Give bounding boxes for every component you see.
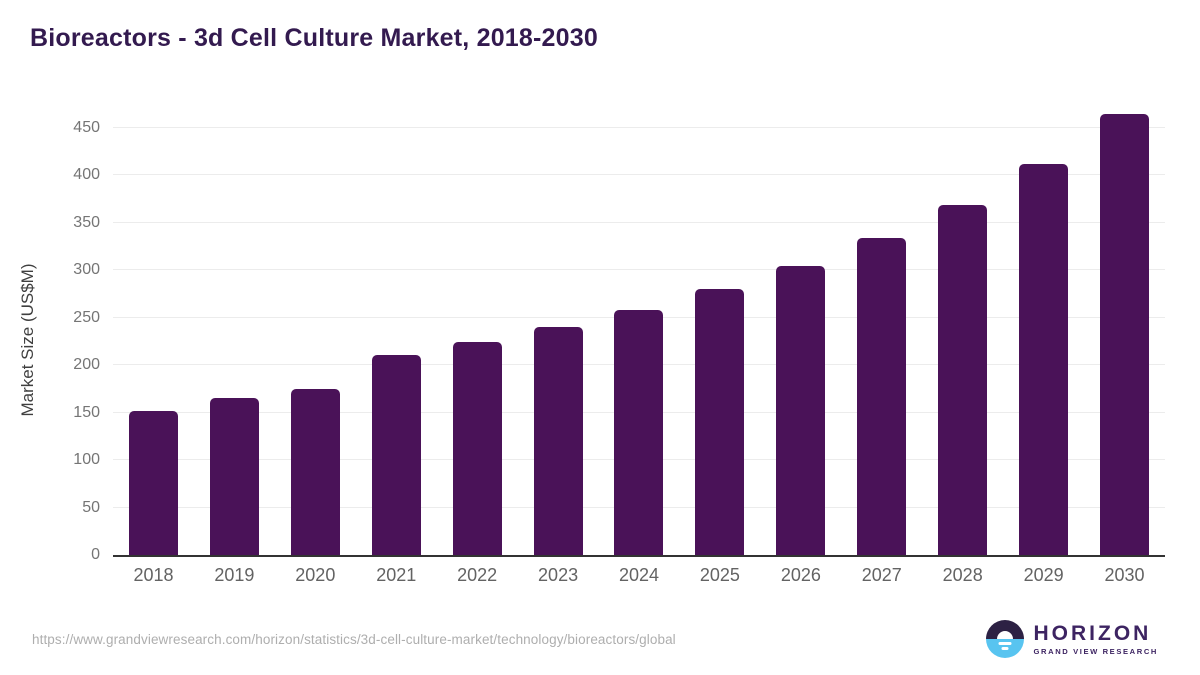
chart-title: Bioreactors - 3d Cell Culture Market, 20…	[30, 24, 598, 52]
bar-2019	[209, 397, 259, 555]
x-tick-label: 2022	[457, 565, 498, 585]
x-axis-labels: 2018 2019 2020 2021 2022 2023 2024 2025 2026 2027…	[113, 565, 1165, 586]
bar-2023	[533, 327, 583, 555]
y-tick-label: 300	[73, 261, 100, 279]
bar-slot	[922, 110, 1003, 555]
gridline	[113, 127, 1165, 129]
y-tick-label: 200	[73, 356, 100, 374]
horizon-sun-over-water-icon	[985, 620, 1024, 658]
x-tick-label: 2029	[1023, 565, 1064, 585]
y-tick-label: 150	[73, 403, 100, 421]
bar-2024	[614, 310, 664, 555]
y-tick-label: 350	[73, 213, 100, 231]
bar-slot	[1084, 110, 1165, 555]
logo-text: HORIZON GRAND VIEW RESEARCH	[1034, 623, 1158, 656]
bar-2020	[290, 388, 340, 555]
bar-2026	[776, 265, 826, 555]
water-ripple-icon	[998, 642, 1012, 645]
bar-slot	[841, 110, 922, 555]
x-tick-label: 2023	[538, 565, 579, 585]
logo-name: HORIZON	[1033, 621, 1152, 645]
y-axis-title: Market Size (US$M)	[18, 263, 37, 417]
x-tick-label: 2019	[214, 565, 255, 585]
sun-icon	[996, 631, 1013, 639]
bars-row	[113, 110, 1165, 555]
bar-2029	[1019, 164, 1069, 555]
bar-2025	[695, 289, 745, 555]
x-tick-label: 2020	[295, 565, 336, 585]
bar-2021	[371, 354, 421, 555]
source-url: https://www.grandviewresearch.com/horizo…	[32, 631, 676, 647]
gridline	[113, 269, 1165, 271]
bar-slot	[1003, 110, 1084, 555]
bar-2028	[938, 204, 988, 555]
bar-2022	[452, 341, 502, 555]
bar-slot	[599, 110, 680, 555]
gridline	[113, 174, 1165, 176]
bar-slot	[275, 110, 356, 555]
bar-slot	[679, 110, 760, 555]
x-tick-label: 2026	[780, 565, 821, 585]
y-tick-label: 50	[82, 498, 100, 516]
y-tick-label: 0	[91, 546, 100, 563]
y-tick-label: 450	[73, 119, 100, 137]
bar-2027	[857, 238, 907, 555]
y-tick-label: 400	[73, 166, 100, 184]
brand-logo: HORIZON GRAND VIEW RESEARCH	[985, 620, 1158, 658]
bar-slot	[113, 110, 194, 555]
x-tick-label: 2025	[699, 565, 740, 585]
plot-area: 2018 2019 2020 2021 2022 2023 2024 2025 2026 2027…	[73, 110, 1165, 585]
x-tick-label: 2021	[376, 565, 417, 585]
x-tick-label: 2028	[942, 565, 983, 585]
gridline	[113, 221, 1165, 223]
bar-2018	[128, 410, 178, 555]
x-tick-label: 2027	[861, 565, 902, 585]
bar-slot	[437, 110, 518, 555]
x-tick-label: 2030	[1104, 565, 1145, 585]
x-tick-label: 2024	[618, 565, 660, 585]
bar-2030	[1100, 113, 1150, 555]
bar-slot	[760, 110, 841, 555]
footer: https://www.grandviewresearch.com/horizo…	[0, 603, 1200, 675]
water-ripple-icon	[1001, 647, 1009, 650]
logo-subtitle: GRAND VIEW RESEARCH	[1033, 646, 1158, 656]
y-tick-label: 250	[73, 308, 100, 326]
bar-slot	[194, 110, 275, 555]
bar-slot	[518, 110, 599, 555]
x-tick-label: 2018	[133, 565, 174, 585]
y-tick-label: 100	[73, 451, 100, 469]
bar-slot	[356, 110, 437, 555]
